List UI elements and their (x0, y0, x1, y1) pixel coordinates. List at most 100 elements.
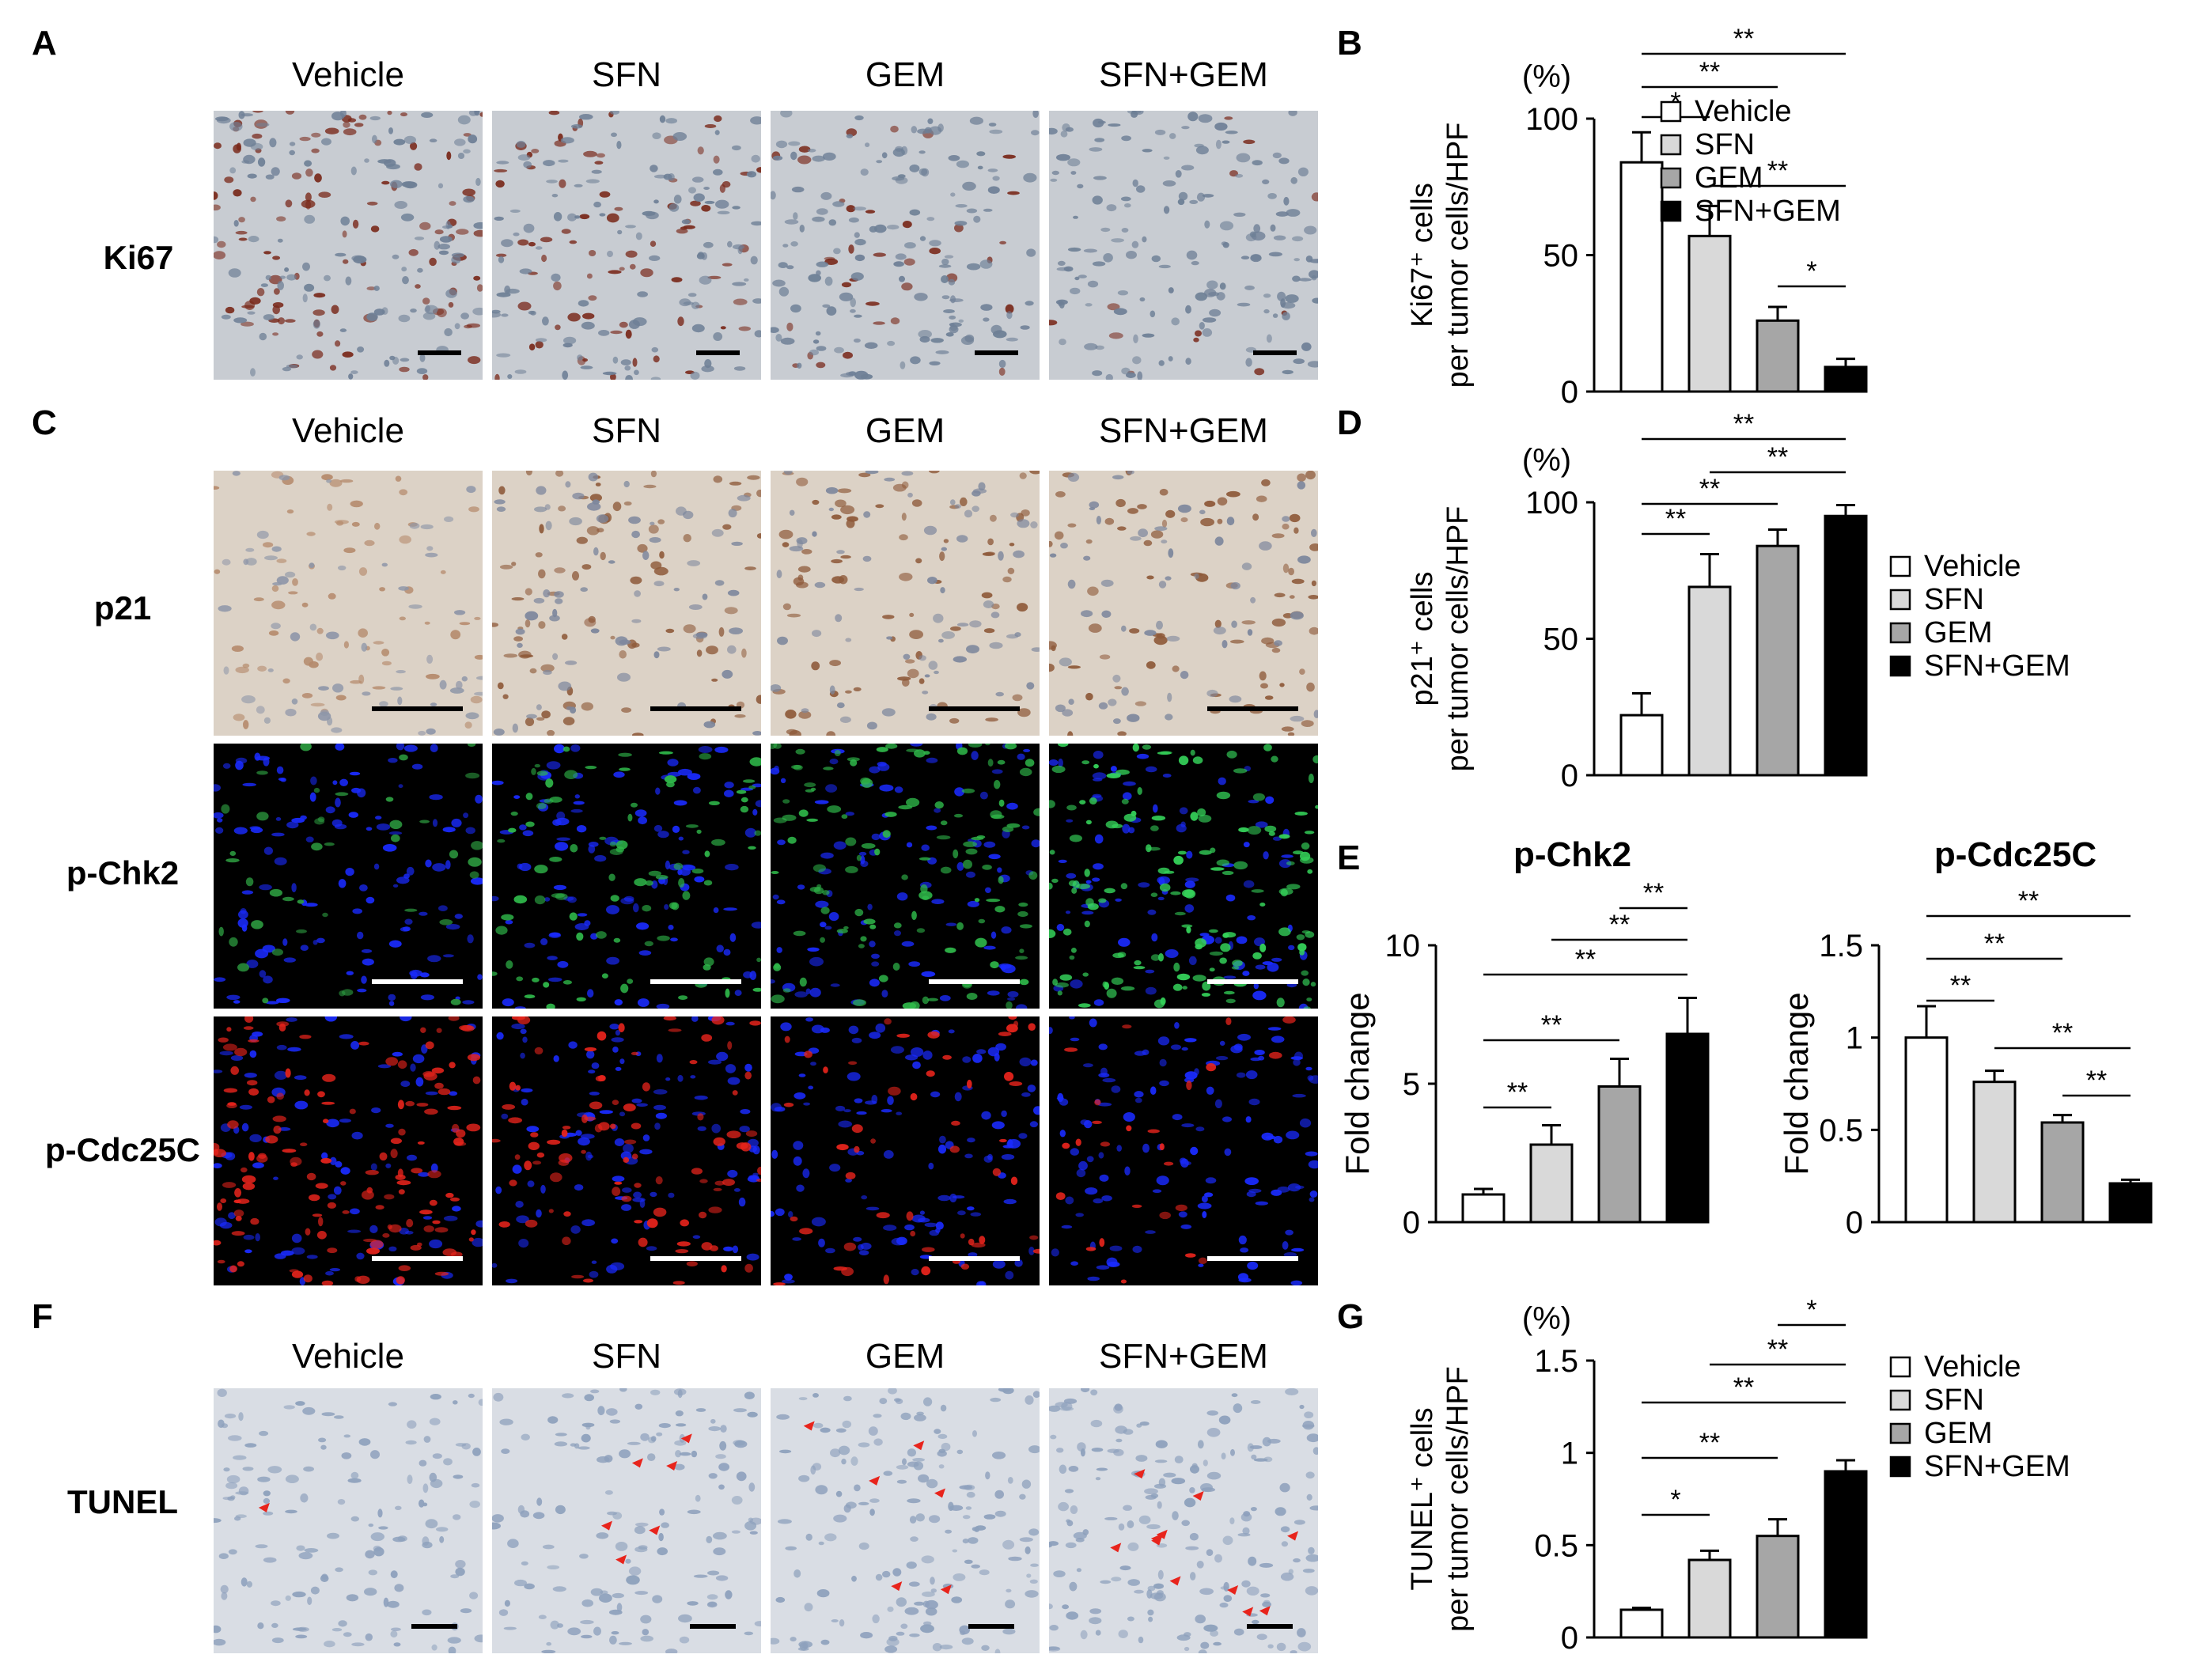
bar-gem (1756, 319, 1800, 393)
y-axis-label: Fold change (1339, 992, 1376, 1175)
significance-label: ** (1733, 1372, 1754, 1403)
p21-image-sfn (492, 471, 761, 736)
f-row-label-tunel: TUNEL (67, 1483, 178, 1520)
legend-swatch (1660, 200, 1682, 222)
panel-label-b: B (1337, 24, 1362, 62)
legend-swatch (1889, 655, 1911, 677)
bar-sfn-gem (2108, 1182, 2153, 1224)
legend-entry: Vehicle (1924, 1350, 2021, 1384)
f-col-title-vehicle: Vehicle (292, 1337, 404, 1376)
significance-label: ** (1699, 57, 1720, 87)
significance-label: * (1806, 1295, 1816, 1325)
y-tick-label: 1 (1846, 1021, 1863, 1056)
y-tick-label: 50 (1543, 239, 1579, 274)
bar-gem (1756, 1535, 1800, 1639)
chart-e-p-chk2: 0 5 10 ** ** ** ** ** p-Chk2 Fold change (1339, 835, 1710, 1240)
p21-image-sfn-gem (1049, 471, 1318, 736)
significance-label: ** (1665, 504, 1686, 534)
legend-entry: SFN (1695, 128, 1755, 161)
significance-label: ** (1609, 910, 1630, 940)
chart-e-p-cdc25c: 0 0.5 1 1.5 ** ** ** ** ** p-Cdc25C Fold change (1778, 835, 2153, 1240)
chart-d-p21: 0 50 100 ** ** ** ** (%) p21⁺ cells per tumor cel… (1406, 409, 2070, 793)
bar-sfn-gem (1824, 514, 1868, 777)
y-tick-label: 100 (1525, 486, 1578, 521)
legend-entry: GEM (1924, 1417, 1993, 1450)
legend-entry: SFN (1924, 1384, 1984, 1417)
legend-swatch (1889, 1422, 1911, 1444)
c-col-title-sfn-gem: SFN+GEM (1099, 411, 1268, 450)
a-col-title-sfn-gem: SFN+GEM (1099, 55, 1268, 94)
tunel-image-vehicle (214, 1388, 483, 1653)
bar-gem (1597, 1085, 1642, 1224)
bar-sfn (1687, 1558, 1732, 1639)
significance-label: * (1670, 1485, 1680, 1515)
c-col-title-vehicle: Vehicle (292, 411, 404, 450)
bar-sfn (1529, 1143, 1574, 1224)
y-tick-label: 0 (1846, 1206, 1863, 1240)
y-tick-label: 50 (1543, 623, 1579, 657)
y-tick-label: 0 (1561, 759, 1578, 793)
legend-swatch (1660, 100, 1682, 123)
chart-title: p-Chk2 (1513, 835, 1631, 874)
a-col-title-vehicle: Vehicle (292, 55, 404, 94)
p-cdc25c-image-sfn-gem (1049, 1016, 1318, 1285)
c-row-label-p-cdc25c: p-Cdc25C (44, 1131, 201, 1168)
significance-label: ** (1699, 1428, 1720, 1458)
legend-swatch (1889, 1356, 1911, 1378)
bar-gem (2040, 1121, 2085, 1224)
chart-g-tunel: 00.511.5********(%)TUNEL⁺ cells per tumor… (1406, 1295, 2070, 1656)
bar-vehicle (1461, 1193, 1506, 1224)
f-col-title-sfn-gem: SFN+GEM (1099, 1337, 1268, 1376)
legend-entry: SFN+GEM (1924, 1450, 2070, 1483)
significance-label: ** (1699, 474, 1720, 504)
f-col-title-gem: GEM (865, 1337, 945, 1376)
a-col-title-sfn: SFN (592, 55, 661, 94)
p-chk2-image-gem (771, 744, 1040, 1009)
panel-label-e: E (1337, 838, 1361, 877)
bar-gem (1756, 544, 1800, 777)
y-tick-label: 0.5 (1819, 1113, 1863, 1148)
ki67-image-sfn-gem (1049, 111, 1318, 380)
bar-sfn-gem (1665, 1032, 1710, 1224)
significance-label: ** (1507, 1077, 1528, 1107)
bar-sfn-gem (1824, 1470, 1868, 1639)
unit-label: (%) (1522, 59, 1571, 94)
ki67-image-vehicle (214, 111, 483, 380)
p21-image-vehicle (214, 471, 483, 736)
ki67-image-sfn (492, 111, 761, 380)
y-tick-label: 5 (1403, 1067, 1420, 1102)
legend-swatch (1889, 555, 1911, 577)
p-cdc25c-image-sfn (492, 1016, 761, 1285)
significance-label: ** (1767, 156, 1788, 186)
legend-entry: GEM (1695, 161, 1763, 195)
legend-swatch (1889, 622, 1911, 644)
y-tick-label: 0 (1561, 375, 1578, 410)
legend-swatch (1889, 1389, 1911, 1411)
panel-label-g: G (1337, 1297, 1365, 1336)
significance-label: * (1806, 256, 1816, 286)
bar-vehicle (1619, 714, 1664, 777)
y-axis-label-2: per tumor cells/HPF (1441, 123, 1475, 388)
c-col-title-gem: GEM (865, 411, 945, 450)
significance-label: ** (1984, 929, 2005, 959)
f-col-title-sfn: SFN (592, 1337, 661, 1376)
legend-swatch (1660, 167, 1682, 189)
legend-swatch (1889, 1456, 1911, 1478)
tunel-image-sfn (492, 1388, 761, 1653)
y-tick-label: 10 (1385, 929, 1421, 963)
panel-label-f: F (32, 1297, 53, 1336)
y-tick-label: 0 (1403, 1206, 1420, 1240)
bar-sfn (1972, 1081, 2017, 1224)
legend-entry: SFN+GEM (1695, 195, 1841, 228)
unit-label: (%) (1522, 1301, 1571, 1336)
p-chk2-image-sfn (492, 744, 761, 1009)
y-axis-label: Fold change (1778, 992, 1815, 1175)
c-col-title-sfn: SFN (592, 411, 661, 450)
legend-entry: GEM (1924, 616, 1993, 649)
a-row-label-ki67: Ki67 (103, 239, 174, 276)
a-col-title-gem: GEM (865, 55, 945, 94)
bar-vehicle (1619, 1608, 1664, 1639)
unit-label: (%) (1522, 443, 1571, 478)
p-cdc25c-image-gem (771, 1016, 1040, 1285)
